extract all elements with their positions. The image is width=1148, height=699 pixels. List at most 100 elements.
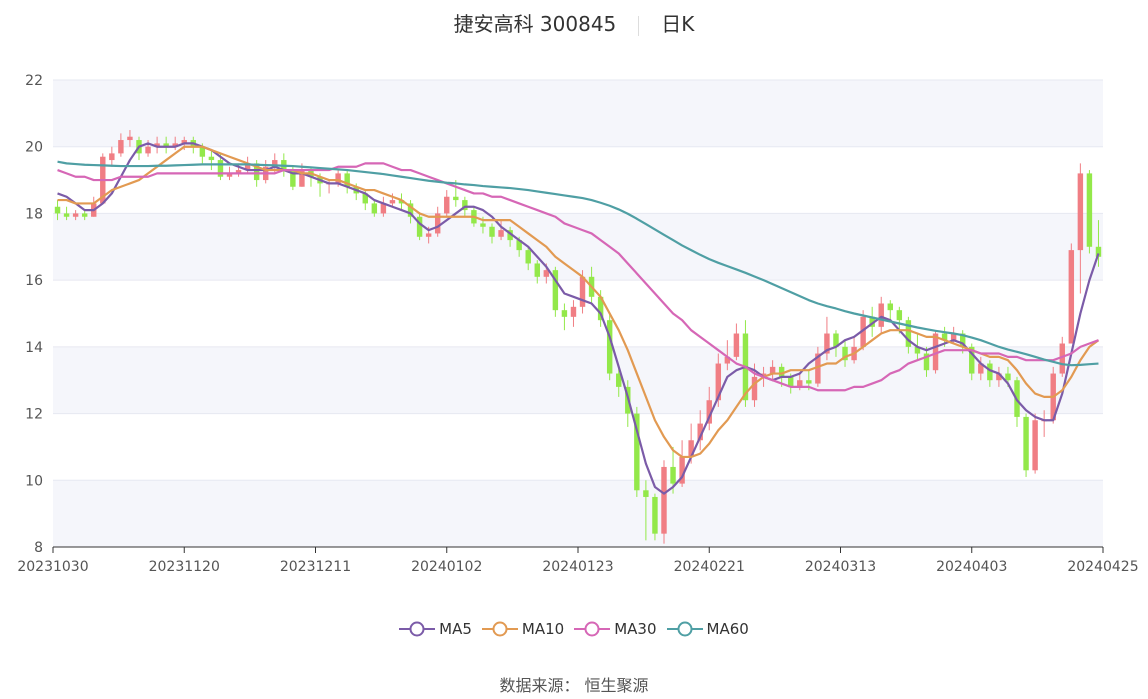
legend-item-ma5[interactable]: MA5: [399, 620, 472, 638]
candle-body[interactable]: [462, 200, 468, 211]
candle-body[interactable]: [362, 193, 368, 204]
candle-body[interactable]: [1077, 173, 1084, 251]
candle-body[interactable]: [733, 333, 740, 357]
candle-body[interactable]: [1095, 246, 1102, 257]
candle-body[interactable]: [480, 223, 486, 227]
candle-body[interactable]: [118, 140, 124, 154]
candle-body[interactable]: [181, 140, 187, 144]
candle-body[interactable]: [244, 163, 251, 171]
candle-body[interactable]: [516, 240, 522, 251]
candle-body[interactable]: [127, 136, 133, 141]
candle-body[interactable]: [498, 230, 504, 237]
candle-body[interactable]: [815, 353, 821, 384]
candle-body[interactable]: [797, 380, 803, 387]
candle-body[interactable]: [941, 333, 948, 341]
candle-body[interactable]: [217, 160, 224, 177]
candle-body[interactable]: [661, 466, 667, 534]
candle-body[interactable]: [154, 143, 160, 147]
candle-body[interactable]: [407, 203, 414, 217]
candle-body[interactable]: [434, 213, 441, 234]
candle-body[interactable]: [833, 333, 839, 347]
candle-body[interactable]: [643, 490, 649, 497]
candle-body[interactable]: [453, 196, 459, 201]
candle-body[interactable]: [824, 333, 830, 354]
candle-body[interactable]: [978, 363, 984, 374]
candle-body[interactable]: [806, 380, 812, 384]
candle-body[interactable]: [688, 440, 694, 457]
candle-body[interactable]: [444, 196, 450, 214]
candle-body[interactable]: [398, 200, 405, 204]
candle-body[interactable]: [987, 363, 993, 381]
candle-body[interactable]: [63, 213, 70, 217]
candle-body[interactable]: [561, 310, 568, 317]
candle-body[interactable]: [634, 413, 640, 491]
candle-body[interactable]: [525, 250, 531, 264]
candle-body[interactable]: [299, 170, 305, 187]
candle-body[interactable]: [905, 320, 912, 347]
candle-body[interactable]: [290, 170, 296, 187]
candle-body[interactable]: [896, 310, 903, 321]
candle-body[interactable]: [869, 316, 875, 327]
candle-body[interactable]: [172, 143, 178, 147]
candle-body[interactable]: [724, 356, 731, 364]
candle-body[interactable]: [163, 143, 169, 147]
candle-body[interactable]: [959, 333, 966, 347]
candle-body[interactable]: [923, 353, 930, 371]
candle-body[interactable]: [543, 270, 550, 277]
candle-body[interactable]: [697, 423, 703, 441]
candle-body[interactable]: [914, 346, 921, 354]
candle-body[interactable]: [72, 213, 79, 217]
candle-body[interactable]: [679, 456, 685, 484]
candle-body[interactable]: [969, 346, 975, 374]
candle-body[interactable]: [1068, 250, 1075, 344]
candle-body[interactable]: [425, 233, 432, 237]
candle-body[interactable]: [253, 163, 260, 181]
candle-body[interactable]: [54, 206, 61, 214]
candle-body[interactable]: [842, 346, 848, 361]
candle-body[interactable]: [552, 270, 559, 311]
candle-body[interactable]: [887, 303, 893, 311]
candle-body[interactable]: [81, 213, 88, 217]
candle-body[interactable]: [670, 466, 676, 484]
candle-body[interactable]: [145, 146, 151, 154]
legend-item-ma10[interactable]: MA10: [481, 620, 564, 638]
candle-body[interactable]: [489, 226, 495, 237]
candle-body[interactable]: [706, 400, 712, 424]
candle-body[interactable]: [1059, 343, 1065, 374]
candle-body[interactable]: [652, 496, 658, 534]
legend-item-ma60[interactable]: MA60: [666, 620, 749, 638]
candle-body[interactable]: [769, 366, 776, 374]
candle-body[interactable]: [371, 203, 378, 214]
candle-body[interactable]: [380, 203, 387, 214]
candle-body[interactable]: [932, 333, 939, 371]
candle-body[interactable]: [778, 366, 785, 377]
candle-body[interactable]: [1005, 373, 1011, 381]
candle-body[interactable]: [416, 216, 423, 237]
candle-body[interactable]: [235, 170, 242, 174]
candle-body[interactable]: [950, 333, 957, 341]
candle-body[interactable]: [1032, 420, 1038, 471]
candle-body[interactable]: [344, 173, 350, 187]
candle-body[interactable]: [597, 296, 604, 321]
candle-body[interactable]: [272, 160, 278, 167]
candle-body[interactable]: [579, 276, 586, 307]
legend-item-ma30[interactable]: MA30: [574, 620, 657, 638]
candle-body[interactable]: [208, 156, 215, 161]
candle-body[interactable]: [570, 306, 577, 317]
period-label[interactable]: 日K: [661, 12, 695, 36]
candle-body[interactable]: [507, 230, 513, 241]
candle-body[interactable]: [335, 173, 341, 184]
candle-body[interactable]: [109, 153, 115, 161]
candle-body[interactable]: [226, 173, 233, 177]
candle-body[interactable]: [534, 263, 540, 277]
candle-body[interactable]: [616, 373, 622, 387]
candle-body[interactable]: [1023, 416, 1029, 471]
candle-body[interactable]: [389, 200, 396, 204]
candle-body[interactable]: [788, 376, 794, 387]
candle-body[interactable]: [996, 373, 1002, 381]
candle-body[interactable]: [1086, 173, 1093, 247]
candle-body[interactable]: [760, 373, 767, 377]
candle-body[interactable]: [606, 320, 613, 374]
candle-body[interactable]: [860, 316, 866, 347]
candle-body[interactable]: [715, 363, 722, 401]
